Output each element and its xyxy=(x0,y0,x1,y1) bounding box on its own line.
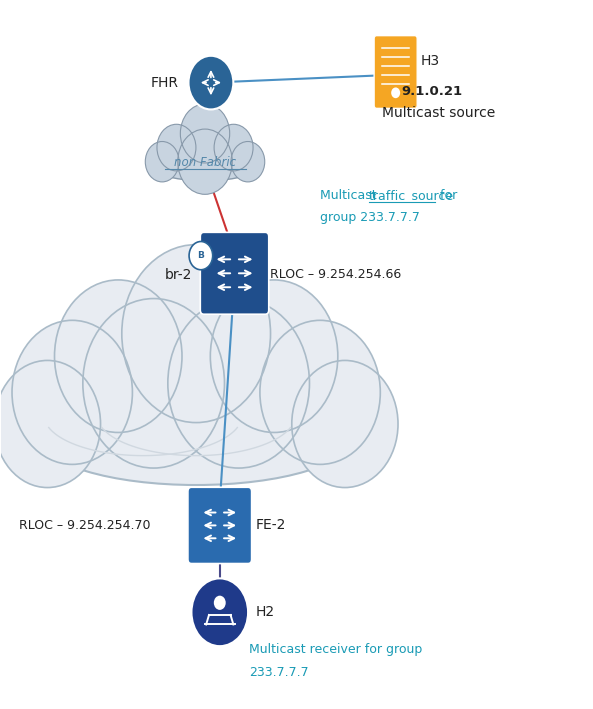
Text: RLOC – 9.254.254.70: RLOC – 9.254.254.70 xyxy=(19,519,151,532)
Circle shape xyxy=(211,280,338,432)
Text: FHR: FHR xyxy=(151,76,178,89)
FancyBboxPatch shape xyxy=(200,233,269,314)
Text: B: B xyxy=(197,251,205,260)
FancyBboxPatch shape xyxy=(188,487,251,564)
Text: Multicast source: Multicast source xyxy=(382,106,495,120)
Circle shape xyxy=(214,596,226,610)
Circle shape xyxy=(145,142,179,182)
Circle shape xyxy=(55,280,182,432)
Text: H3: H3 xyxy=(420,55,439,68)
Text: 9.1.0.21: 9.1.0.21 xyxy=(401,85,463,99)
Circle shape xyxy=(189,242,213,269)
Text: non Fabric: non Fabric xyxy=(174,156,236,169)
Circle shape xyxy=(12,320,132,464)
Circle shape xyxy=(122,245,270,423)
Text: 233.7.7.7: 233.7.7.7 xyxy=(249,666,309,679)
Circle shape xyxy=(292,360,398,488)
Text: group 233.7.7.7: group 233.7.7.7 xyxy=(320,211,420,224)
Circle shape xyxy=(391,87,400,98)
Circle shape xyxy=(157,124,196,171)
Text: RLOC – 9.254.254.66: RLOC – 9.254.254.66 xyxy=(270,268,401,281)
Circle shape xyxy=(260,320,380,464)
Circle shape xyxy=(83,298,225,468)
Text: for: for xyxy=(436,189,458,201)
Text: br-2: br-2 xyxy=(165,268,192,281)
FancyBboxPatch shape xyxy=(374,35,417,108)
Circle shape xyxy=(192,579,248,646)
Circle shape xyxy=(168,298,310,468)
Circle shape xyxy=(231,142,264,182)
Text: FE-2: FE-2 xyxy=(255,518,286,532)
Text: H2: H2 xyxy=(255,605,275,619)
Circle shape xyxy=(214,124,253,171)
Text: traffic_source: traffic_source xyxy=(368,189,454,201)
Circle shape xyxy=(178,129,232,194)
Text: Multicast receiver for group: Multicast receiver for group xyxy=(249,642,423,656)
Circle shape xyxy=(0,360,101,488)
Circle shape xyxy=(189,56,234,109)
Ellipse shape xyxy=(40,390,352,485)
Circle shape xyxy=(180,104,229,163)
Ellipse shape xyxy=(148,147,262,181)
Text: Multicast: Multicast xyxy=(320,189,381,201)
